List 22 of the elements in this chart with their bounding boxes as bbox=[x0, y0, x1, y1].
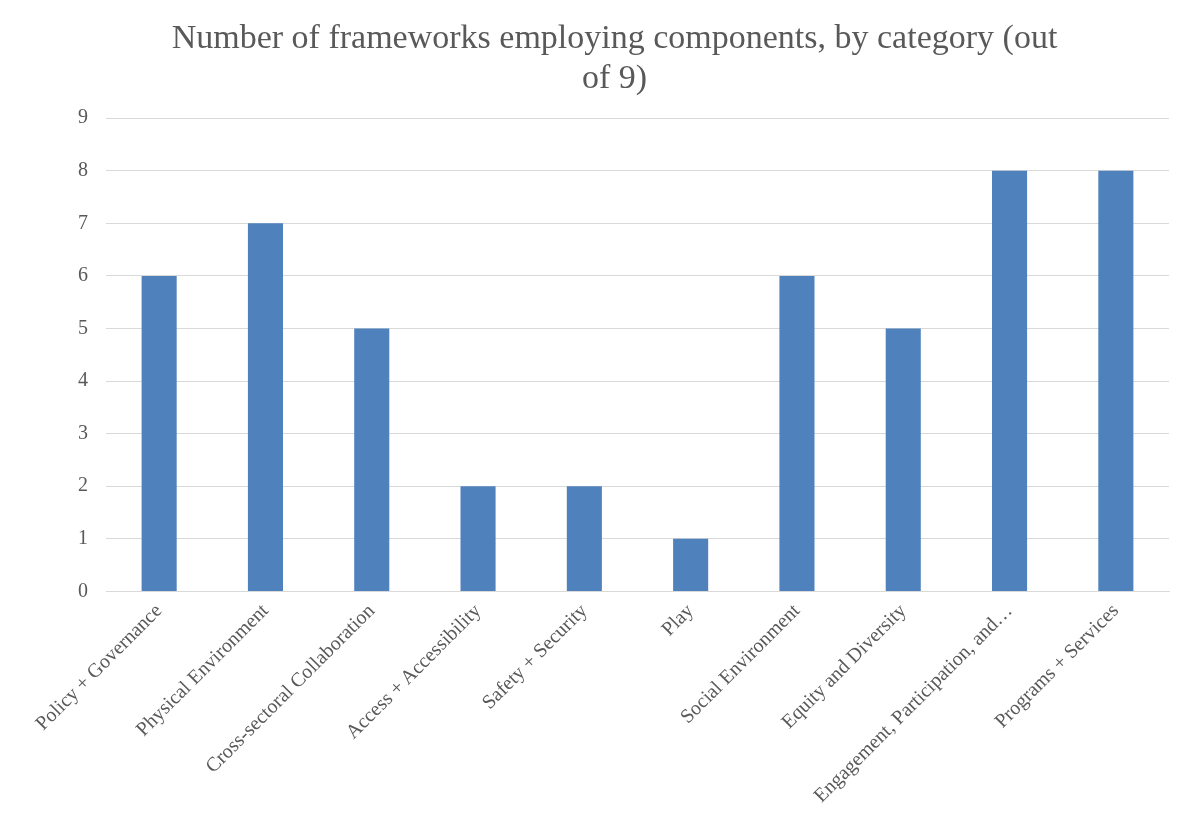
y-tick-label: 3 bbox=[78, 420, 88, 443]
y-tick-label: 9 bbox=[78, 105, 88, 128]
y-tick-label: 8 bbox=[78, 158, 88, 181]
y-tick-label: 5 bbox=[78, 315, 88, 338]
bar bbox=[673, 538, 709, 591]
y-tick-label: 6 bbox=[78, 263, 88, 286]
y-tick-label: 7 bbox=[78, 210, 88, 233]
bar bbox=[992, 170, 1028, 591]
y-tick-label: 0 bbox=[78, 578, 88, 601]
bar bbox=[885, 328, 921, 591]
bar bbox=[460, 486, 496, 591]
bar bbox=[1098, 170, 1134, 591]
bar bbox=[566, 486, 602, 591]
chart-title: Number of frameworks employing components, by category (out of 9) bbox=[171, 18, 1058, 96]
bar bbox=[779, 275, 815, 591]
bar bbox=[354, 328, 390, 591]
y-tick-label: 1 bbox=[78, 526, 88, 549]
bar bbox=[247, 223, 283, 591]
y-tick-label: 2 bbox=[78, 473, 88, 496]
bar bbox=[141, 275, 177, 591]
x-tick-label: Play bbox=[656, 598, 698, 641]
y-tick-label: 4 bbox=[78, 368, 88, 391]
